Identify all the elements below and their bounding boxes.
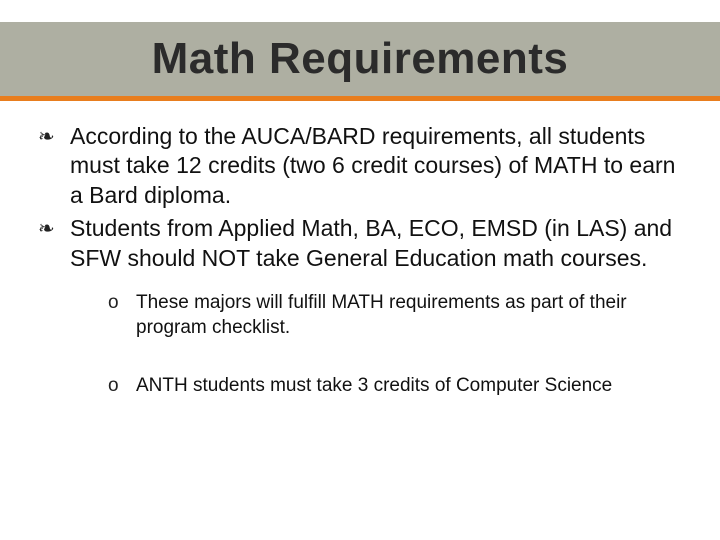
content-area: ❧ According to the AUCA/BARD requirement… (38, 122, 688, 432)
bullet-text: Students from Applied Math, BA, ECO, EMS… (70, 214, 688, 273)
sub-bullet-item: o ANTH students must take 3 credits of C… (108, 374, 688, 398)
flourish-icon: ❧ (38, 122, 70, 151)
slide: Math Requirements ❧ According to the AUC… (0, 0, 720, 540)
bullet-item: ❧ Students from Applied Math, BA, ECO, E… (38, 214, 688, 273)
flourish-icon: ❧ (38, 214, 70, 243)
bullet-item: ❧ According to the AUCA/BARD requirement… (38, 122, 688, 210)
circle-marker-icon: o (108, 291, 136, 315)
title-band: Math Requirements (0, 22, 720, 96)
accent-bar (0, 96, 720, 101)
sub-bullet-list: o These majors will fulfill MATH require… (108, 291, 688, 398)
sub-bullet-item: o These majors will fulfill MATH require… (108, 291, 688, 340)
slide-title: Math Requirements (152, 34, 569, 84)
sub-bullet-text: These majors will fulfill MATH requireme… (136, 291, 688, 340)
circle-marker-icon: o (108, 374, 136, 398)
sub-bullet-text: ANTH students must take 3 credits of Com… (136, 374, 688, 398)
bullet-text: According to the AUCA/BARD requirements,… (70, 122, 688, 210)
